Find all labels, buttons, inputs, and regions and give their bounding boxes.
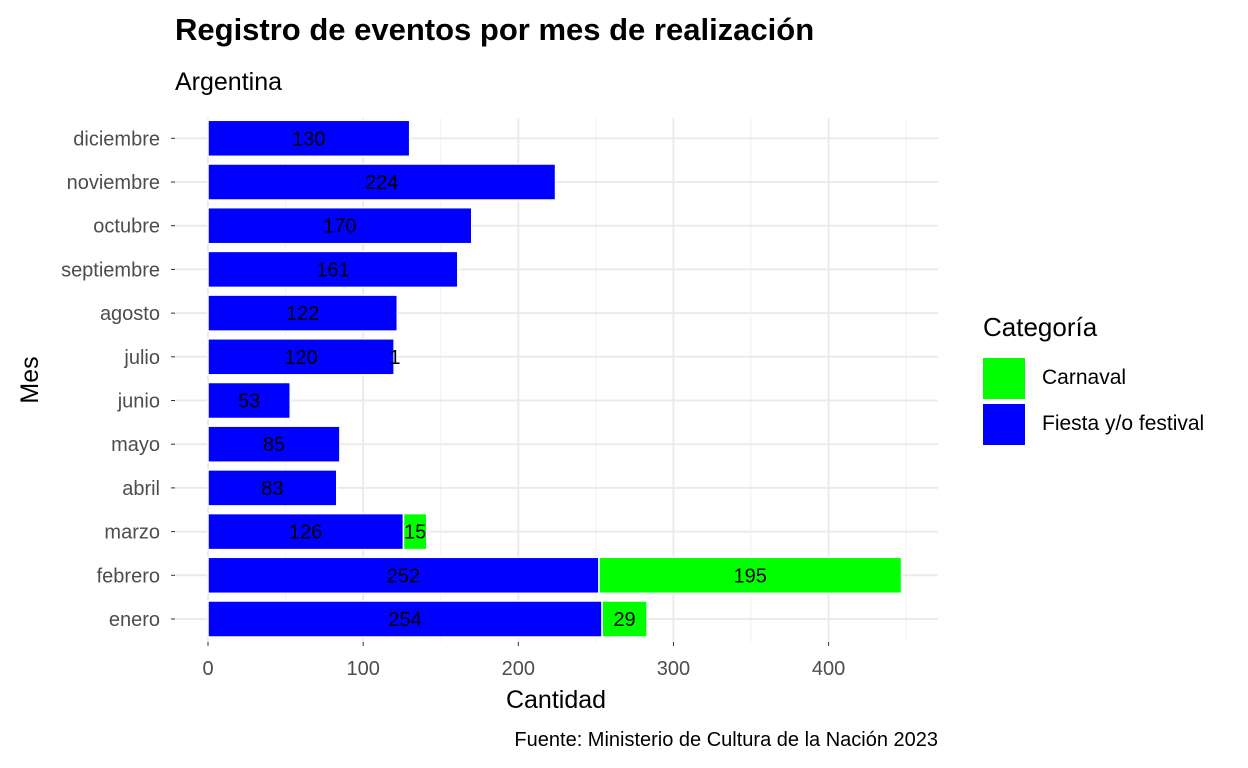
bar-julio-carnaval <box>393 338 397 376</box>
y-tick-label: julio <box>123 347 160 369</box>
data-label-junio-fiesta: 53 <box>238 391 260 413</box>
chart-title: Registro de eventos por mes de realizaci… <box>175 12 815 47</box>
data-label-enero-fiesta: 254 <box>388 609 421 631</box>
legend-swatch-fiesta <box>983 403 1025 445</box>
data-label-julio-carnaval: 1 <box>389 347 400 369</box>
x-tick-label: 200 <box>502 658 535 680</box>
data-label-octubre-fiesta: 170 <box>323 216 356 238</box>
x-tick-label: 300 <box>657 658 690 680</box>
legend-item-carnaval: Carnaval <box>983 355 1204 401</box>
data-label-marzo-fiesta: 126 <box>289 522 322 544</box>
legend-item-fiesta: Fiesta y/o festival <box>983 401 1204 447</box>
y-tick-label: agosto <box>100 303 160 325</box>
y-tick-label: noviembre <box>67 172 160 194</box>
legend-swatch-carnaval <box>983 357 1025 399</box>
bar-abril-fiesta <box>207 469 338 507</box>
y-tick-label: diciembre <box>73 128 160 150</box>
bar-marzo-fiesta <box>207 512 405 551</box>
x-tick-label: 0 <box>202 658 213 680</box>
bar-junio-fiesta <box>207 381 291 420</box>
data-label-diciembre-fiesta: 130 <box>292 128 325 150</box>
y-tick-label: febrero <box>97 565 160 587</box>
y-tick-label: septiembre <box>61 259 160 281</box>
data-label-agosto-fiesta: 122 <box>286 303 319 325</box>
bar-enero-carnaval <box>601 600 648 638</box>
bar-mayo-fiesta <box>207 425 341 463</box>
bar-febrero-carnaval <box>598 556 903 595</box>
x-tick-label: 100 <box>346 658 379 680</box>
data-label-mayo-fiesta: 85 <box>263 434 285 456</box>
x-tick-label: 400 <box>812 658 845 680</box>
data-label-noviembre-fiesta: 224 <box>365 172 398 194</box>
data-label-septiembre-fiesta: 161 <box>316 259 349 281</box>
bar-agosto-fiesta <box>207 294 399 332</box>
bar-diciembre-fiesta <box>207 119 411 158</box>
x-axis-title: Cantidad <box>506 686 606 714</box>
bar-enero-fiesta <box>207 600 603 638</box>
y-tick-label: abril <box>122 478 160 500</box>
y-tick-label: marzo <box>104 522 160 544</box>
data-label-marzo-carnaval: 15 <box>404 522 426 544</box>
bar-noviembre-fiesta <box>207 163 557 201</box>
data-label-abril-fiesta: 83 <box>261 478 283 500</box>
data-label-febrero-carnaval: 195 <box>734 565 767 587</box>
data-label-julio-fiesta: 120 <box>284 347 317 369</box>
chart-caption: Fuente: Ministerio de Cultura de la Naci… <box>514 729 938 751</box>
bar-febrero-fiesta <box>207 556 600 595</box>
bar-septiembre-fiesta <box>207 250 459 289</box>
chart-subtitle: Argentina <box>175 68 283 96</box>
y-tick-label: enero <box>109 609 160 631</box>
y-tick-label: junio <box>117 391 160 413</box>
y-tick-label: octubre <box>93 216 160 238</box>
legend-label-fiesta: Fiesta y/o festival <box>1042 412 1205 435</box>
bar-octubre-fiesta <box>207 206 473 245</box>
y-tick-label: mayo <box>111 434 160 456</box>
bar-marzo-carnaval <box>402 512 428 551</box>
data-label-enero-carnaval: 29 <box>613 609 635 631</box>
y-axis-title: Mes <box>16 356 44 403</box>
data-label-febrero-fiesta: 252 <box>387 565 420 587</box>
legend-label-carnaval: Carnaval <box>1042 366 1127 389</box>
legend: Categoría Carnaval Fiesta y/o festival <box>983 312 1204 447</box>
legend-title: Categoría <box>983 312 1098 342</box>
